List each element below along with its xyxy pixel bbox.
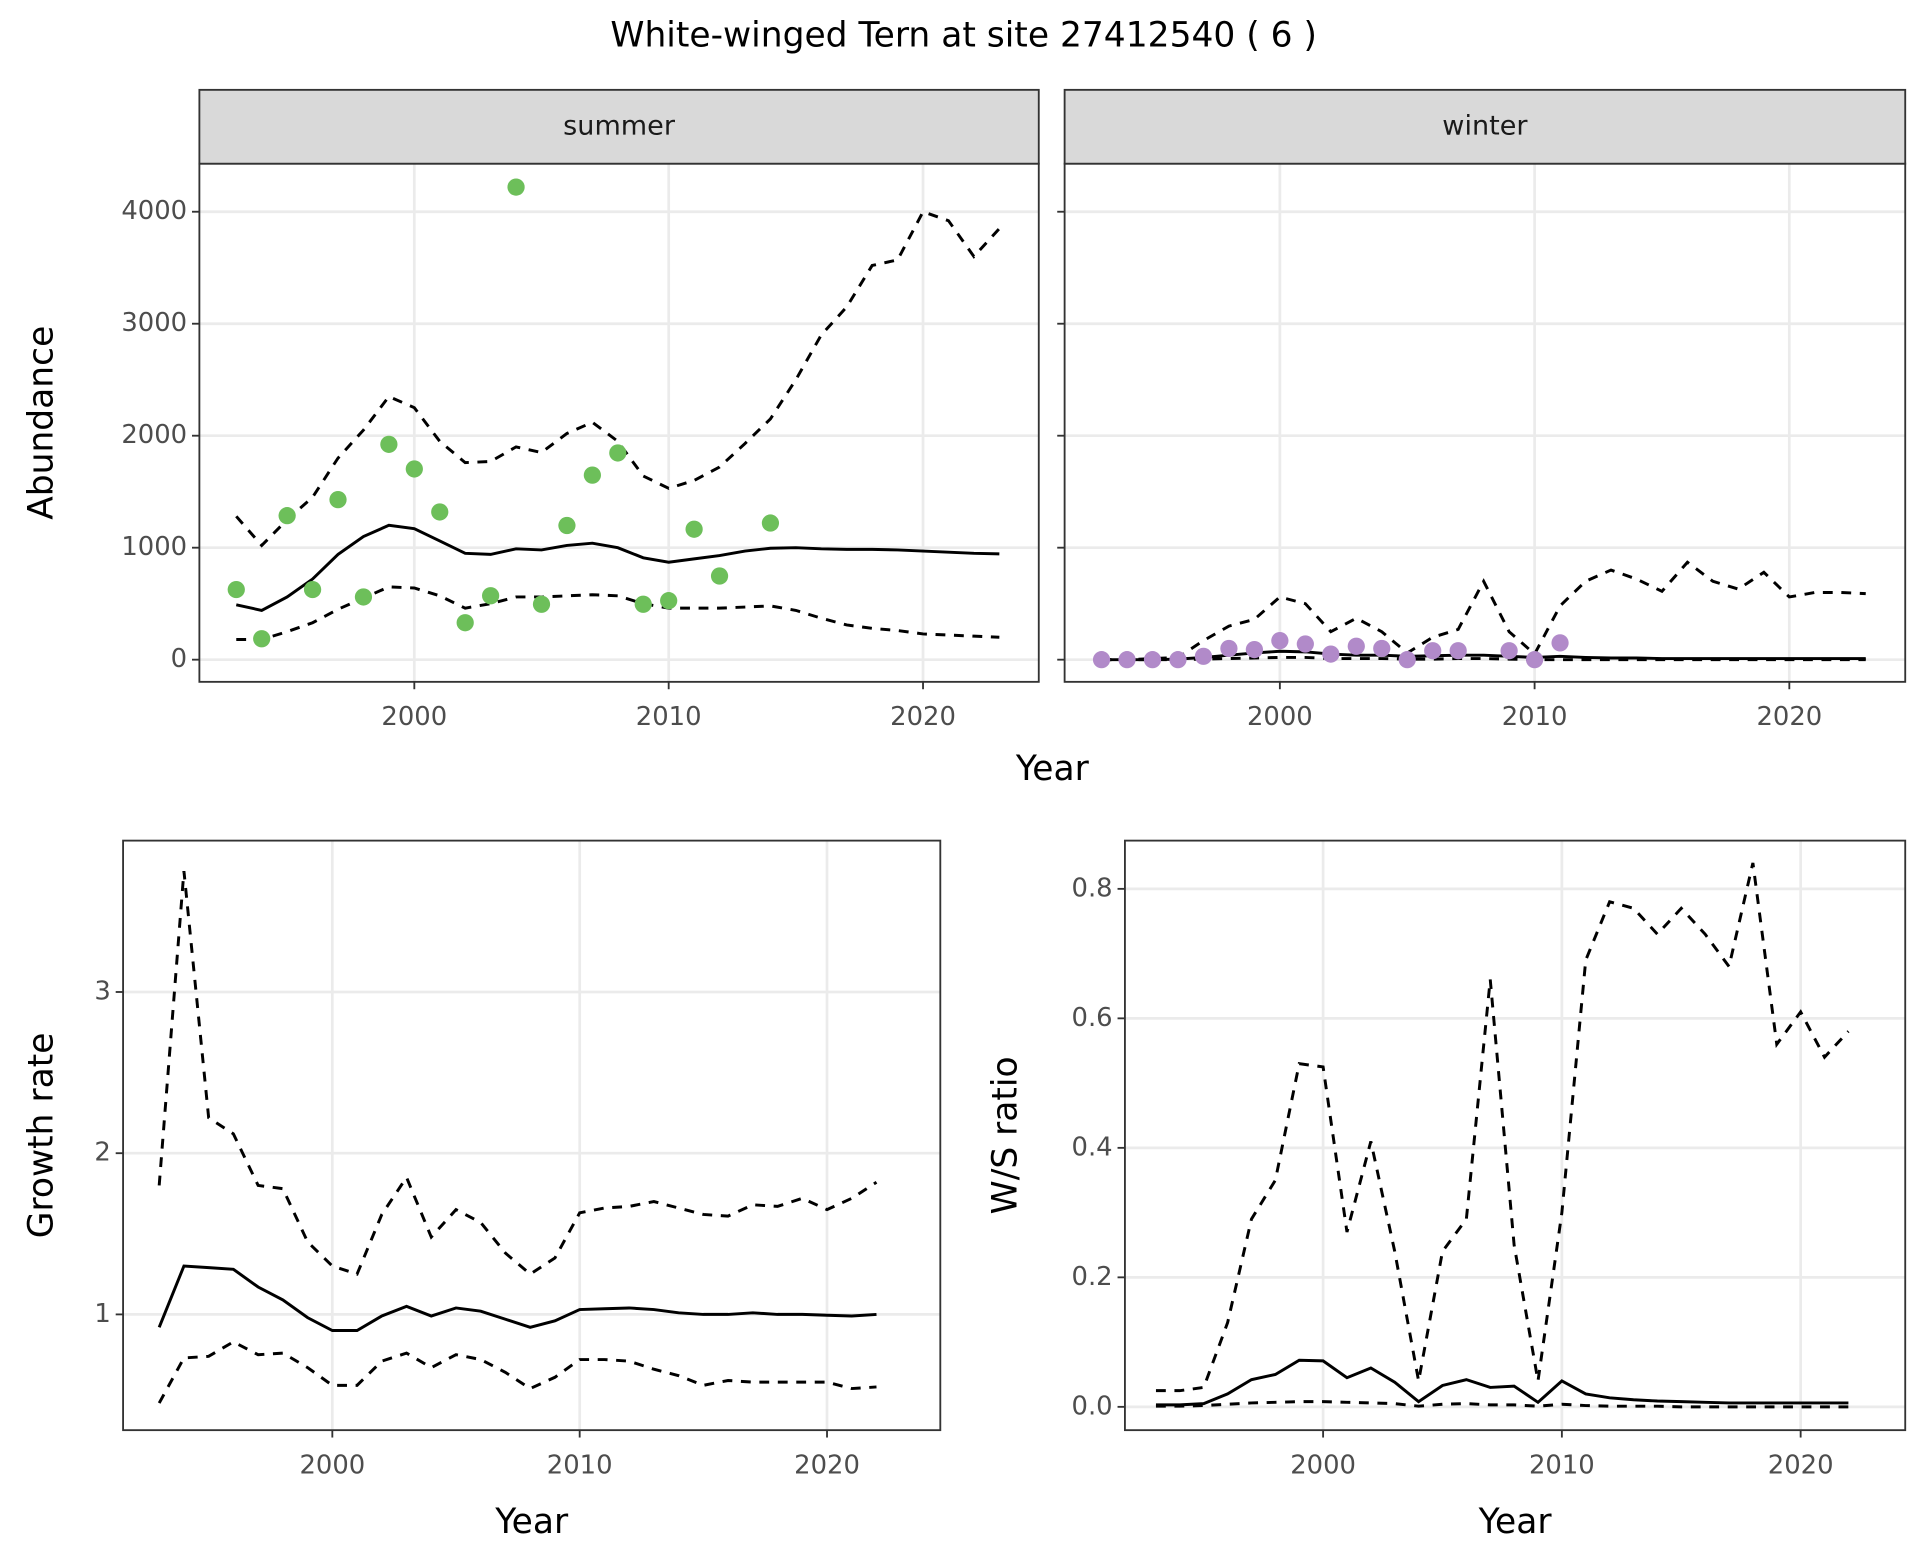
- data-point: [380, 435, 398, 453]
- data-point: [1449, 642, 1467, 660]
- x-tick-label: 2010: [547, 1450, 613, 1480]
- data-point: [354, 588, 373, 606]
- y-axis-label: W/S ratio: [985, 1056, 1025, 1214]
- x-axis-label: Year: [494, 1502, 569, 1542]
- y-tick-label: 1000: [121, 532, 187, 562]
- data-point: [431, 503, 449, 521]
- x-tick-label: 2010: [636, 702, 702, 732]
- facet-strip: [198, 88, 1040, 165]
- data-point: [303, 580, 322, 599]
- data-point: [1271, 632, 1289, 650]
- interval-line: [157, 1340, 877, 1404]
- data-point: [634, 595, 652, 613]
- interval-line: [1101, 655, 1866, 662]
- y-tick-label: 1: [94, 1299, 110, 1329]
- data-point: [1118, 651, 1136, 669]
- data-point: [685, 520, 703, 538]
- panel-border: [122, 839, 942, 1432]
- data-point: [660, 592, 678, 610]
- data-point: [1245, 640, 1264, 659]
- data-point: [1220, 639, 1238, 658]
- data-point: [1373, 639, 1391, 658]
- x-axis-label: Year: [1015, 749, 1090, 789]
- y-tick-label: 0.2: [1072, 1262, 1113, 1292]
- x-tick-label: 2010: [1502, 702, 1568, 732]
- facet-label: summer: [563, 110, 676, 141]
- y-tick-label: 0.6: [1072, 1003, 1113, 1033]
- x-tick-label: 2000: [299, 1450, 365, 1480]
- data-point: [1347, 637, 1365, 655]
- data-point: [329, 491, 347, 509]
- x-tick-label: 2020: [1768, 1450, 1834, 1480]
- data-point: [1551, 634, 1569, 652]
- y-tick-label: 0.4: [1072, 1132, 1113, 1162]
- y-tick-label: 0.0: [1072, 1391, 1113, 1421]
- panel-background: [199, 163, 1039, 682]
- data-point: [532, 595, 551, 613]
- data-point: [456, 614, 474, 632]
- y-tick-label: 2: [94, 1138, 110, 1168]
- data-point: [761, 514, 780, 532]
- x-tick-label: 2020: [1756, 702, 1822, 732]
- mean-line: [235, 523, 1000, 612]
- data-point: [1169, 651, 1187, 669]
- data-point: [405, 460, 423, 478]
- data-point: [1500, 642, 1518, 660]
- x-tick-label: 2000: [381, 702, 447, 732]
- data-point: [507, 178, 525, 196]
- interval-line: [157, 870, 878, 1276]
- facet-label: winter: [1442, 110, 1528, 141]
- data-point: [1296, 635, 1314, 653]
- interval-line: [1155, 862, 1850, 1393]
- y-axis-label: Abundance: [22, 326, 62, 520]
- x-tick-label: 2020: [794, 1450, 860, 1480]
- interval-line: [235, 209, 1001, 548]
- data-point: [558, 516, 576, 535]
- mean-line: [1155, 1358, 1849, 1407]
- panel-background: [123, 840, 941, 1431]
- interval-line: [1155, 1400, 1849, 1409]
- data-point: [1143, 651, 1162, 669]
- panel-background: [1124, 840, 1906, 1431]
- y-axis-label: Growth rate: [22, 1033, 62, 1239]
- y-tick-label: 3000: [121, 308, 187, 338]
- y-tick-label: 3: [94, 976, 110, 1006]
- data-point: [482, 587, 500, 605]
- data-point: [609, 444, 627, 462]
- data-point: [227, 580, 245, 599]
- data-point: [1092, 651, 1111, 669]
- data-point: [278, 507, 296, 525]
- interval-line: [1101, 560, 1866, 662]
- data-point: [710, 567, 729, 585]
- data-point: [1194, 647, 1213, 665]
- x-tick-label: 2000: [1290, 1450, 1356, 1480]
- x-tick-label: 2010: [1529, 1450, 1595, 1480]
- y-tick-label: 0: [171, 644, 187, 674]
- facet-strip: [1063, 88, 1907, 165]
- data-point: [1398, 651, 1416, 669]
- x-tick-label: 2020: [890, 702, 956, 732]
- y-tick-label: 0.8: [1072, 873, 1113, 903]
- x-tick-label: 2000: [1247, 702, 1313, 732]
- data-point: [1525, 651, 1544, 669]
- data-point: [1424, 642, 1442, 660]
- panel-border: [1124, 839, 1907, 1432]
- x-axis-label: Year: [1478, 1502, 1553, 1542]
- mean-line: [157, 1264, 877, 1332]
- panel-background: [1064, 163, 1906, 682]
- data-point: [583, 466, 601, 484]
- data-point: [1322, 645, 1340, 663]
- data-point: [253, 630, 271, 648]
- y-tick-label: 4000: [121, 196, 187, 226]
- figure-title: White-winged Tern at site 27412540 ( 6 ): [610, 15, 1317, 55]
- y-tick-label: 2000: [121, 420, 187, 450]
